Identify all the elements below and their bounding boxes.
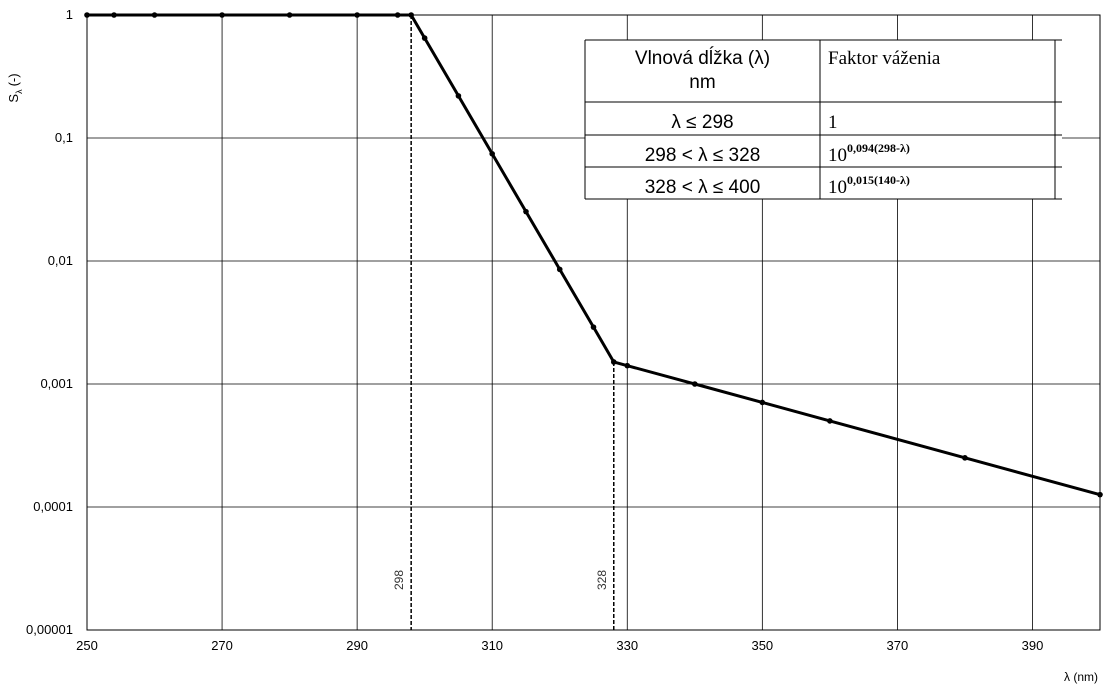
- table-header: Faktor váženia: [828, 48, 941, 69]
- x-tick-label: 350: [751, 638, 773, 653]
- data-point: [962, 455, 968, 461]
- data-point: [827, 418, 833, 424]
- x-tick-label: 270: [211, 638, 233, 653]
- data-point: [408, 12, 414, 18]
- y-label-sub: λ: [14, 89, 24, 94]
- table-cell: 298 < λ ≤ 328: [645, 145, 761, 166]
- y-label-main: S: [6, 94, 21, 103]
- data-point: [692, 381, 698, 387]
- table-header: Vlnová dĺžka (λ): [635, 47, 770, 69]
- data-point: [556, 266, 563, 273]
- data-point: [421, 35, 428, 41]
- x-tick-label: 390: [1022, 638, 1044, 653]
- data-point: [523, 208, 529, 215]
- data-point: [759, 399, 766, 406]
- y-axis-label: Sλ (-): [6, 73, 24, 102]
- x-tick-label: 250: [76, 638, 98, 653]
- data-point: [394, 12, 401, 18]
- data-point: [151, 12, 158, 18]
- data-point: [455, 93, 462, 99]
- y-label-unit: (-): [6, 73, 21, 86]
- plot-frame: [86, 14, 1101, 631]
- table-cell: 1: [828, 112, 838, 133]
- data-point: [111, 12, 117, 18]
- table-exponent: 0,015(140-λ): [847, 173, 910, 187]
- data-point: [354, 12, 360, 18]
- table-cell: 100,015(140-λ): [828, 173, 910, 198]
- table-cell: λ ≤ 298: [671, 112, 733, 133]
- table-base: 10: [828, 145, 847, 166]
- y-tick-label: 0,01: [48, 253, 73, 268]
- table-exponent: 0,094(298-λ): [847, 141, 910, 155]
- data-point: [610, 359, 617, 365]
- x-tick-label: 290: [346, 638, 368, 653]
- y-tick-label: 0,00001: [26, 622, 73, 637]
- x-tick-label: 310: [481, 638, 503, 653]
- table-base: 10: [828, 177, 847, 198]
- data-point: [286, 12, 293, 18]
- table-bg: [585, 40, 1062, 199]
- data-point: [1097, 491, 1103, 498]
- y-tick-label: 0,1: [55, 130, 73, 145]
- table-header: nm: [689, 72, 715, 93]
- data-point: [489, 150, 496, 157]
- data-point: [590, 324, 597, 330]
- data-point: [84, 12, 90, 18]
- reference-label: 328: [595, 570, 609, 590]
- table-base: 1: [828, 112, 838, 133]
- data-point: [219, 12, 225, 18]
- y-tick-label: 0,0001: [33, 499, 73, 514]
- reference-label: 298: [392, 570, 406, 590]
- table-cell: 100,094(298-λ): [828, 141, 910, 166]
- y-tick-label: 0,001: [40, 376, 73, 391]
- y-tick-label: 1: [66, 7, 73, 22]
- x-tick-label: 330: [616, 638, 638, 653]
- x-axis-label: λ (nm): [1064, 670, 1098, 684]
- table-cell: 328 < λ ≤ 400: [645, 177, 761, 198]
- x-tick-label: 370: [887, 638, 909, 653]
- data-point: [624, 362, 631, 369]
